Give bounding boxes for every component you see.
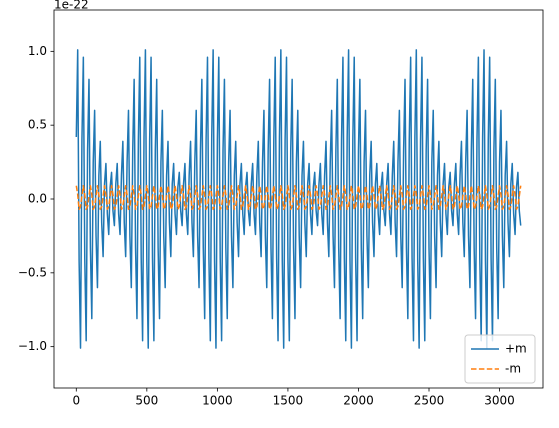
y-tick-label: 1.0 — [28, 44, 47, 58]
series-line — [75, 184, 522, 211]
x-tick-label: 2000 — [343, 394, 374, 408]
x-tick-label: 2500 — [414, 394, 445, 408]
legend-label: -m — [505, 362, 521, 376]
x-tick-label: 1000 — [202, 394, 233, 408]
x-tick-label: 500 — [135, 394, 158, 408]
series-line — [75, 49, 522, 349]
legend: +m -m — [464, 334, 536, 384]
x-tick-label: 3000 — [484, 394, 515, 408]
x-tick-label: 1500 — [273, 394, 304, 408]
y-offset-label: 1e-22 — [54, 0, 89, 12]
x-tick-label: 0 — [72, 394, 80, 408]
y-tick-label: −0.5 — [18, 265, 47, 279]
legend-label: +m — [505, 342, 527, 356]
y-tick-label: 0.5 — [28, 118, 47, 132]
axes-frame — [53, 9, 544, 389]
y-tick-label: −1.0 — [18, 339, 47, 353]
y-tick-label: 0.0 — [28, 192, 47, 206]
legend-frame — [464, 334, 536, 384]
